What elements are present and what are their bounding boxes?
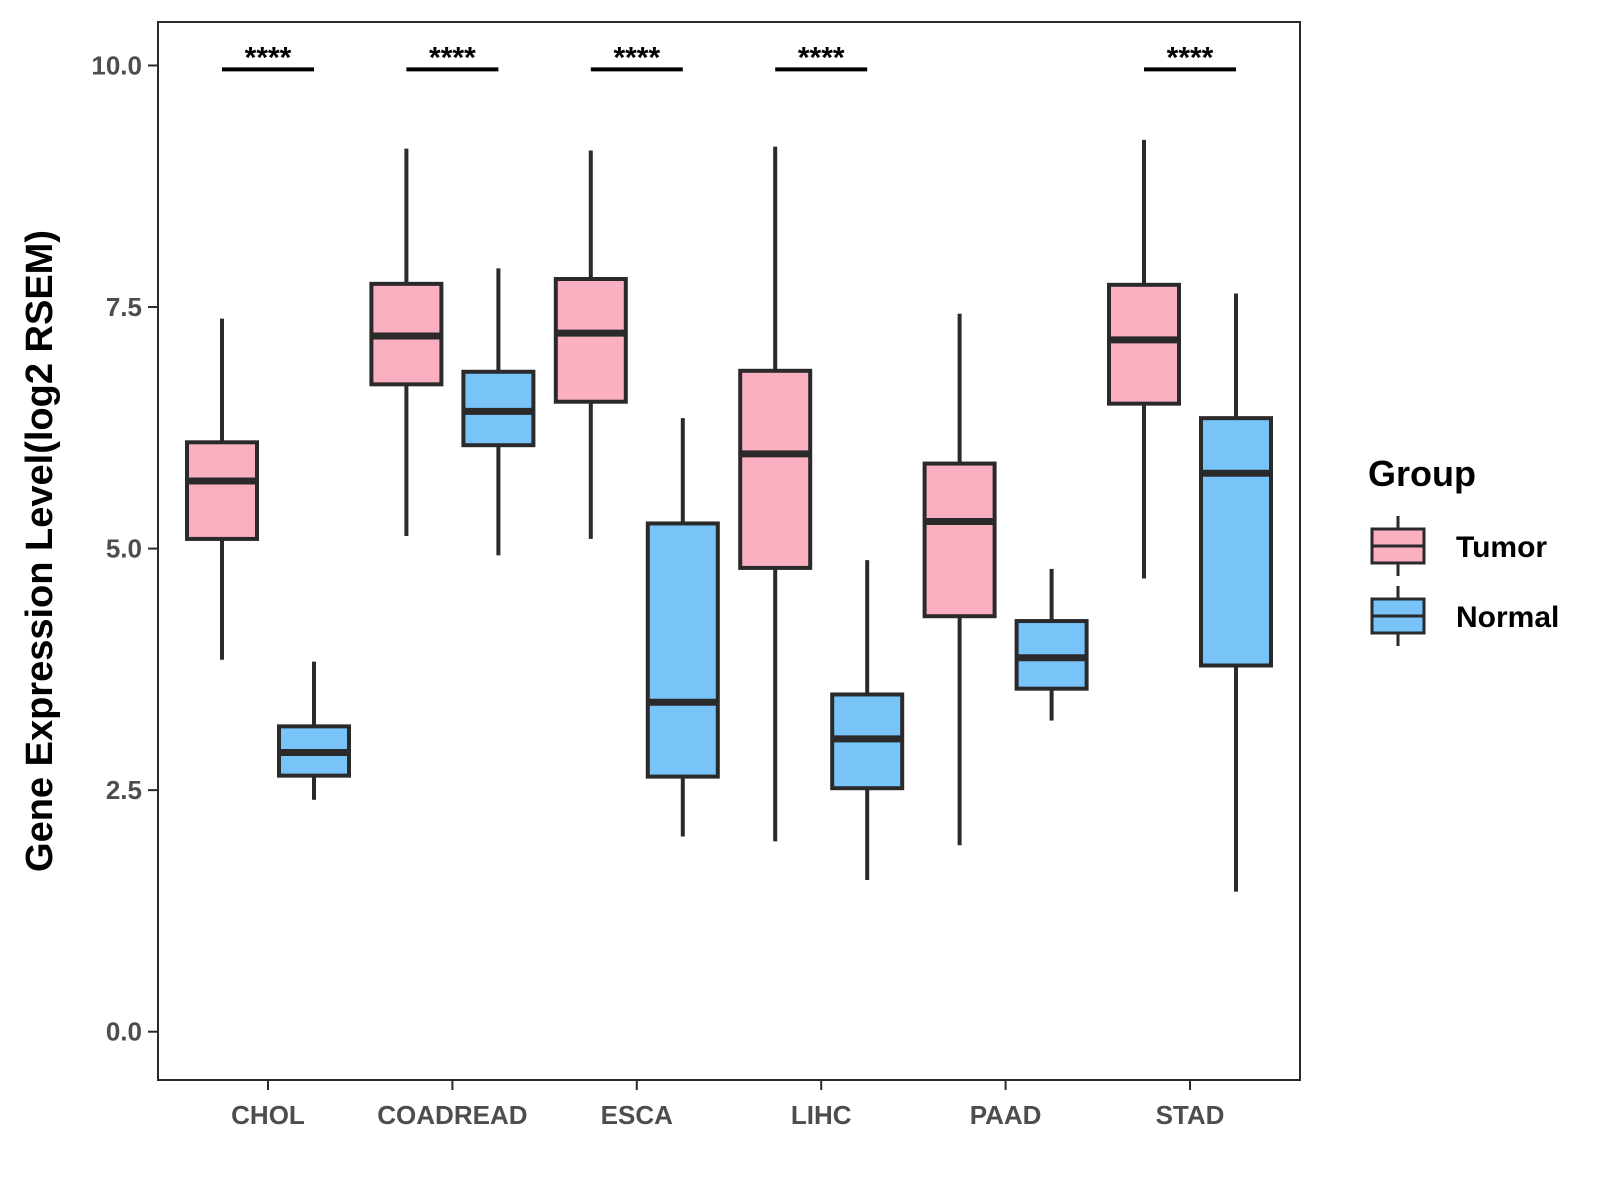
box-body (738, 368, 813, 570)
legend-label: Tumor (1456, 531, 1547, 564)
y-tick-label: 2.5 (106, 775, 142, 805)
y-axis-title: Gene Expression Level(log2 RSEM) (19, 230, 61, 872)
box-body (553, 277, 628, 404)
legend-title: Group (1368, 453, 1476, 494)
box-group-normal-chol (277, 661, 351, 800)
box-body (185, 440, 259, 541)
x-axis: CHOL COADREAD ESCA LIHC PAAD STAD (231, 1080, 1224, 1130)
box-body (645, 521, 720, 779)
legend-label: Normal (1456, 601, 1559, 634)
box-group-tumor-lihc (738, 146, 813, 842)
box-group-tumor-paad (922, 313, 997, 846)
box-group-normal-coadread (461, 268, 536, 556)
significance-label: **** (1167, 41, 1214, 74)
plot-panel (157, 21, 1301, 1081)
box-group-tumor-chol (185, 318, 259, 660)
y-tick-label: 7.5 (106, 292, 142, 322)
y-tick-label: 10.0 (91, 50, 142, 80)
x-tick-label: PAAD (970, 1100, 1042, 1130)
box-group-tumor-coadread (369, 148, 444, 537)
legend-item-normal: Normal (1370, 586, 1559, 646)
legend-item-tumor: Tumor (1370, 516, 1547, 576)
x-tick-label: CHOL (231, 1100, 305, 1130)
box-group-normal-esca (645, 418, 720, 837)
box-body (1199, 416, 1273, 668)
box-group-tumor-stad (1107, 139, 1181, 579)
y-axis: 0.0 2.5 5.0 7.5 10.0 (91, 50, 158, 1047)
box-group-normal-paad (1014, 568, 1089, 721)
x-tick-label: ESCA (601, 1100, 673, 1130)
y-tick-label: 5.0 (106, 534, 142, 564)
box-group-normal-stad (1199, 293, 1273, 892)
significance-label: **** (613, 41, 660, 74)
significance-label: **** (429, 41, 476, 74)
x-tick-label: STAD (1156, 1100, 1225, 1130)
box-body (1107, 282, 1181, 406)
significance-label: **** (245, 41, 292, 74)
x-tick-label: LIHC (791, 1100, 852, 1130)
box-group-tumor-esca (553, 150, 628, 539)
x-tick-label: COADREAD (377, 1100, 527, 1130)
legend: Group Tumor Normal (1368, 453, 1559, 646)
box-body (922, 461, 997, 619)
y-tick-label: 0.0 (106, 1017, 142, 1047)
significance-layer: **** **** **** **** **** (222, 41, 1236, 74)
box-group-normal-lihc (830, 560, 905, 880)
significance-label: **** (798, 41, 845, 74)
boxes-layer (185, 139, 1273, 892)
